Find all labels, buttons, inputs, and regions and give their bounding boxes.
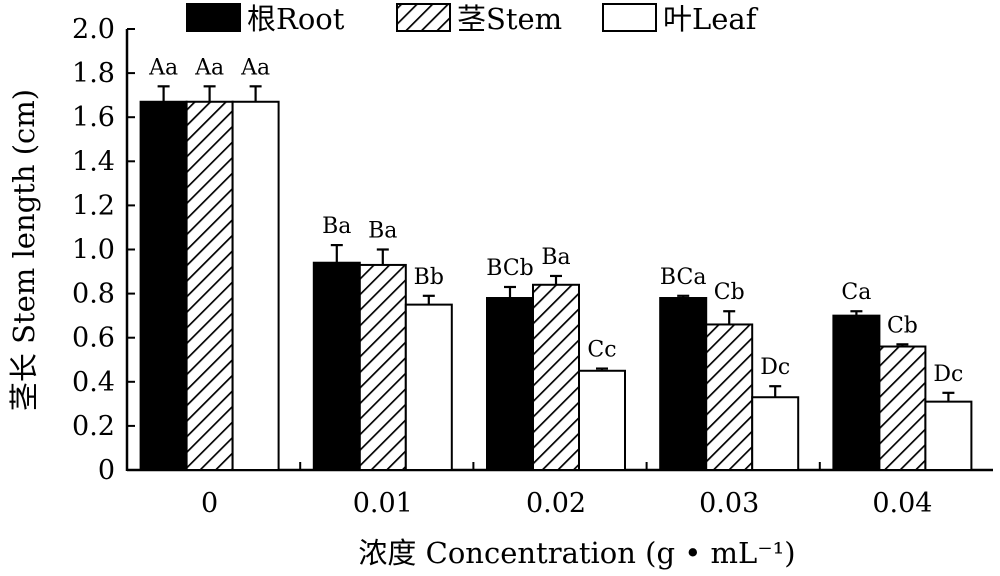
bar [358, 263, 407, 471]
significance-label: Dc [933, 362, 963, 387]
y-tick-label: 0.6 [72, 323, 115, 354]
significance-label: Ba [541, 245, 570, 270]
significance-label: BCb [486, 256, 534, 281]
legend: 根Root 茎Stem 叶Leaf [186, 2, 759, 36]
legend-label: 茎Stem [457, 2, 562, 36]
significance-label: Ba [322, 214, 351, 239]
bar [312, 261, 361, 472]
x-tick-label: 0 [201, 488, 218, 519]
x-tick-label: 0.04 [872, 488, 932, 519]
bar [578, 369, 626, 471]
y-tick-label: 1.0 [72, 235, 115, 266]
legend-label: 根Root [247, 2, 345, 36]
x-tick-label: 0.03 [699, 488, 759, 519]
bar [751, 396, 800, 471]
y-tick-label: 2.0 [72, 14, 115, 45]
bar [404, 303, 453, 471]
legend-swatch [602, 3, 657, 32]
significance-label: Cb [887, 313, 918, 338]
significance-label: Ca [841, 280, 871, 305]
legend-label: 叶Leaf [663, 2, 759, 36]
bar [139, 100, 188, 471]
bar [924, 400, 973, 471]
y-axis-title: 茎长 Stem length (cm) [7, 89, 41, 411]
significance-label: Bb [414, 265, 444, 290]
y-tick-label: 0.2 [72, 411, 115, 442]
y-tick-label: 1.8 [72, 58, 115, 89]
significance-label: Aa [240, 55, 270, 80]
significance-label: Cc [587, 338, 616, 363]
significance-label: Ba [368, 219, 397, 244]
x-tick-label: 0.02 [526, 488, 586, 519]
x-axis-title: 浓度 Concentration (g • mL⁻¹) [358, 536, 795, 570]
plot-area: 0 0.2 0.4 0.6 0.8 1.0 1.2 1.4 1.6 1.8 2.0 0 Aa Aa Aa 0.… [72, 14, 993, 519]
significance-label: Cb [714, 280, 745, 305]
bar [832, 314, 881, 471]
significance-label: BCa [660, 265, 707, 290]
y-tick-label: 1.4 [72, 146, 115, 177]
bar [532, 283, 580, 471]
legend-swatch [396, 3, 451, 32]
x-tick-label: 0.01 [353, 488, 413, 519]
bar [231, 100, 280, 471]
y-tick-label: 1.2 [72, 190, 115, 221]
bar [705, 323, 754, 471]
bar [486, 297, 534, 472]
y-tick-label: 0.4 [72, 367, 115, 398]
significance-label: Dc [760, 355, 790, 380]
significance-label: Aa [148, 55, 178, 80]
y-tick-label: 1.6 [72, 102, 115, 133]
y-tick-label: 0 [98, 455, 115, 486]
y-tick-label: 0.8 [72, 279, 115, 310]
bar [185, 100, 234, 471]
bar [659, 297, 708, 472]
significance-label: Aa [194, 55, 224, 80]
bar [878, 345, 927, 471]
legend-swatch [186, 3, 241, 32]
